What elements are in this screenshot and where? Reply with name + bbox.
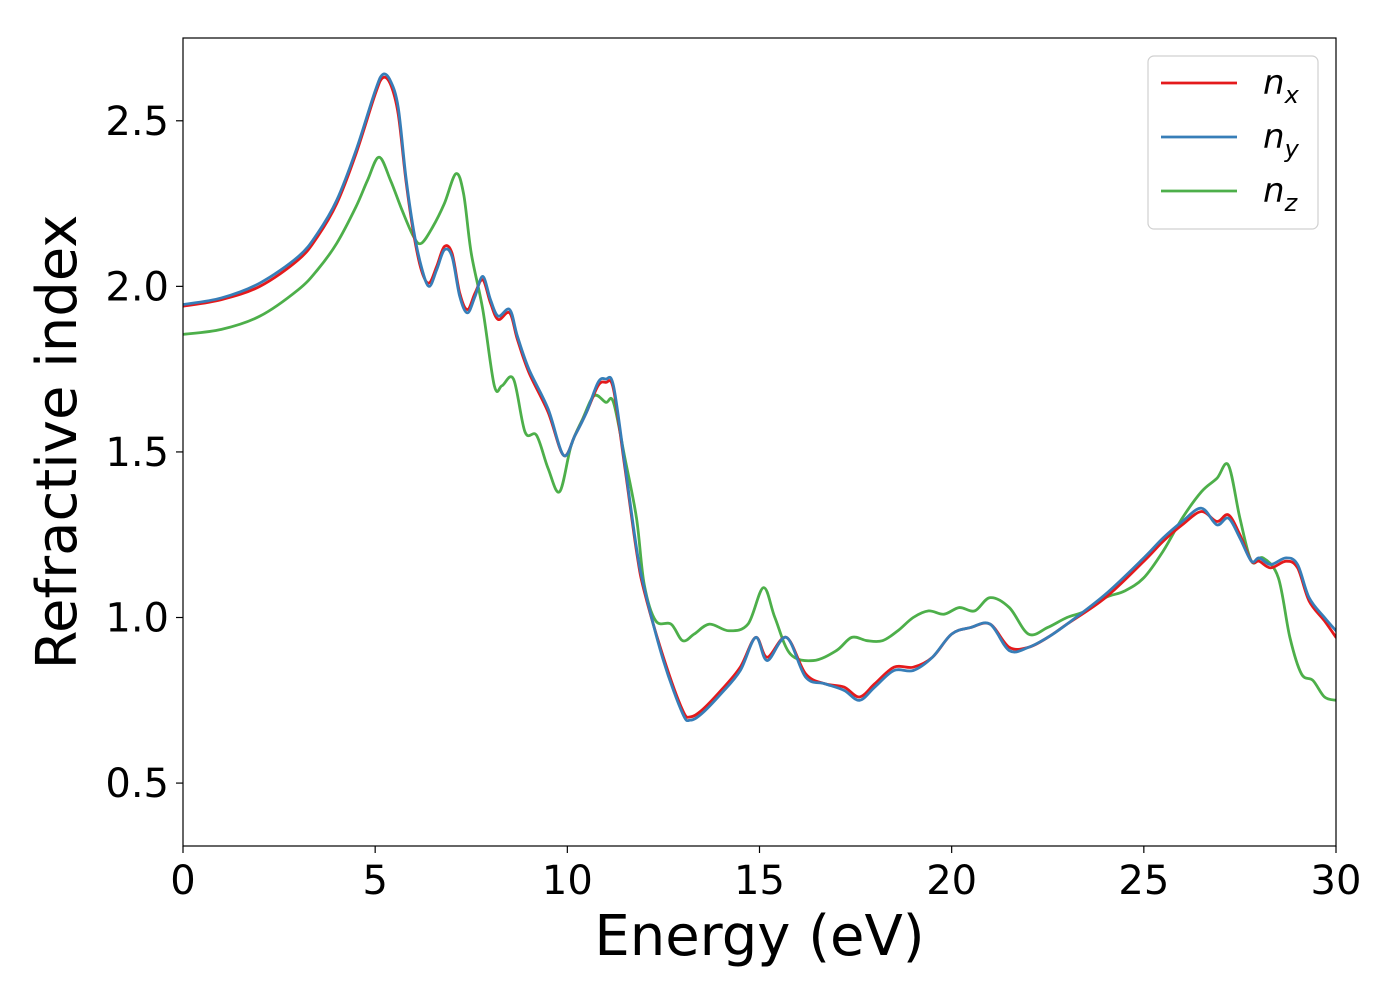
y-axis-title: Refractive index — [25, 215, 90, 670]
x-tick-label: 0 — [170, 858, 195, 904]
x-tick-label: 20 — [926, 858, 977, 904]
x-tick-label: 30 — [1311, 858, 1362, 904]
x-tick-label: 15 — [734, 858, 785, 904]
y-tick-label: 2.5 — [105, 99, 169, 145]
series-line-y — [183, 72, 1336, 723]
y-tick-label: 0.5 — [105, 761, 169, 807]
ticks-layer: 0 5 10 15 20 25 30 0.5 1.0 1.5 2.0 2.5 — [105, 99, 1361, 904]
y-tick-label: 1.0 — [105, 596, 169, 642]
x-axis-title: Energy (eV) — [594, 904, 924, 969]
legend-box — [1147, 55, 1319, 230]
legend-label: nx — [1263, 63, 1300, 109]
x-tick-label: 10 — [542, 858, 593, 904]
series-line-z — [183, 155, 1336, 702]
y-tick-label: 2.0 — [105, 264, 169, 310]
x-tick-label: 25 — [1118, 858, 1169, 904]
series-layer — [183, 72, 1336, 723]
y-tick-label: 1.5 — [105, 430, 169, 476]
x-tick-label: 5 — [362, 858, 387, 904]
legend-item-x: nx — [1161, 63, 1300, 109]
